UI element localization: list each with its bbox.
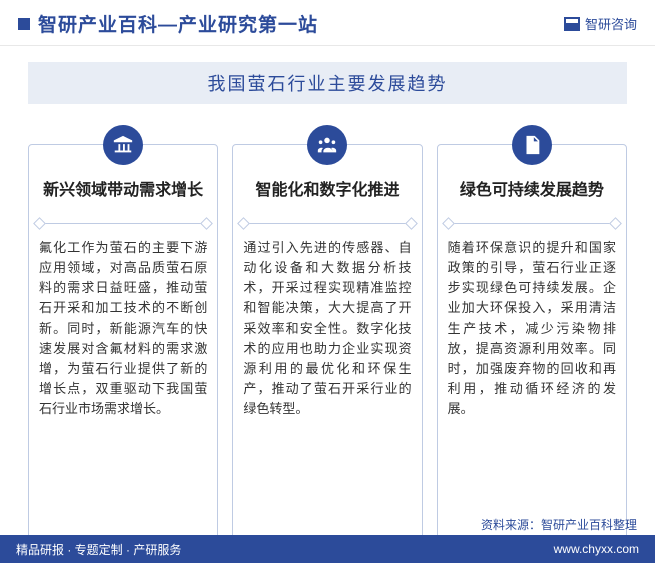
card-divider bbox=[243, 223, 411, 224]
card-body: 绿色可持续发展趋势 随着环保意识的提升和国家政策的引导，萤石行业正逐步实现绿色可… bbox=[437, 144, 627, 539]
card-title: 新兴领域带动需求增长 bbox=[39, 169, 207, 213]
card-title: 绿色可持续发展趋势 bbox=[448, 169, 616, 213]
page-footer: 精品研报 · 专题定制 · 产研服务 www.chyxx.com bbox=[0, 535, 655, 563]
source-label: 资料来源：智研产业百科整理 bbox=[481, 516, 637, 533]
card-title: 智能化和数字化推进 bbox=[243, 169, 411, 213]
footer-left-text: 精品研报 · 专题定制 · 产研服务 bbox=[16, 541, 181, 558]
banner-title: 我国萤石行业主要发展趋势 bbox=[28, 70, 627, 96]
footer-right-text: www.chyxx.com bbox=[554, 542, 639, 556]
header-title: 智研产业百科—产业研究第一站 bbox=[38, 10, 318, 37]
document-icon bbox=[512, 125, 552, 165]
people-icon bbox=[307, 125, 347, 165]
cards-row: 新兴领域带动需求增长 氟化工作为萤石的主要下游应用领域，对高品质萤石原料的需求日… bbox=[0, 104, 655, 539]
card-digitalization: 智能化和数字化推进 通过引入先进的传感器、自动化设备和大数据分析技术，开采过程实… bbox=[232, 144, 422, 539]
card-paragraph: 氟化工作为萤石的主要下游应用领域，对高品质萤石原料的需求日益旺盛，推动萤石开采和… bbox=[39, 238, 207, 419]
card-body: 智能化和数字化推进 通过引入先进的传感器、自动化设备和大数据分析技术，开采过程实… bbox=[232, 144, 422, 539]
banner: 我国萤石行业主要发展趋势 bbox=[28, 62, 627, 104]
brand-logo-icon bbox=[564, 17, 580, 31]
header-left: 智研产业百科—产业研究第一站 bbox=[18, 10, 318, 37]
header-marker-icon bbox=[18, 18, 30, 30]
card-paragraph: 通过引入先进的传感器、自动化设备和大数据分析技术，开采过程实现精准监控和智能决策… bbox=[243, 238, 411, 419]
card-body: 新兴领域带动需求增长 氟化工作为萤石的主要下游应用领域，对高品质萤石原料的需求日… bbox=[28, 144, 218, 539]
card-divider bbox=[448, 223, 616, 224]
card-green-sustainable: 绿色可持续发展趋势 随着环保意识的提升和国家政策的引导，萤石行业正逐步实现绿色可… bbox=[437, 144, 627, 539]
card-paragraph: 随着环保意识的提升和国家政策的引导，萤石行业正逐步实现绿色可持续发展。企业加大环… bbox=[448, 238, 616, 419]
page-header: 智研产业百科—产业研究第一站 智研咨询 bbox=[0, 0, 655, 46]
header-brand: 智研咨询 bbox=[564, 14, 637, 33]
bank-icon bbox=[103, 125, 143, 165]
card-divider bbox=[39, 223, 207, 224]
card-emerging-demand: 新兴领域带动需求增长 氟化工作为萤石的主要下游应用领域，对高品质萤石原料的需求日… bbox=[28, 144, 218, 539]
brand-text: 智研咨询 bbox=[585, 14, 637, 33]
